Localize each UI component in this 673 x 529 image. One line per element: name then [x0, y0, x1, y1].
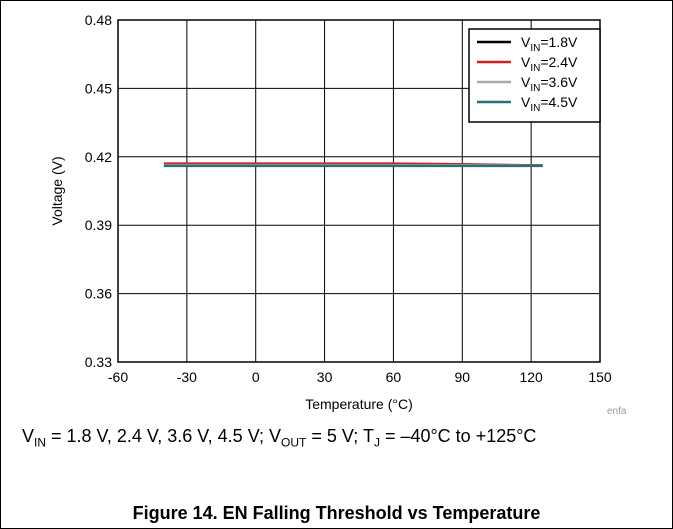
figure-caption: Figure 14. EN Falling Threshold vs Tempe… [132, 503, 541, 523]
x-tick-label: 30 [317, 369, 333, 385]
series-layer [163, 162, 543, 168]
legend-label-4: VIN=4.5V [521, 94, 578, 114]
x-tick-label: 120 [519, 369, 543, 385]
y-tick-label: 0.42 [85, 149, 112, 165]
vout-symbol: V [269, 426, 282, 446]
tj-subscript: J [373, 435, 380, 450]
vout-value: = 5 V; [306, 426, 363, 446]
x-tick-label: -30 [177, 369, 197, 385]
tj-symbol: T [362, 426, 374, 446]
legend-box [468, 28, 601, 123]
vin-symbol: V [22, 426, 35, 446]
legend-label-2: VIN=2.4V [521, 54, 578, 74]
figure-code: enfa [607, 406, 627, 417]
y-tick-label: 0.36 [85, 286, 112, 302]
vin-subscript: IN [34, 435, 47, 450]
y-tick-labels: 0.33 0.36 0.39 0.42 0.45 0.48 [85, 12, 112, 370]
legend-label-1: VIN=1.8V [521, 34, 578, 54]
tj-value: = –40°C to +125°C [379, 426, 537, 446]
vout-subscript: OUT [281, 435, 307, 450]
legend-label-3: VIN=3.6V [521, 74, 578, 94]
x-tick-label: 60 [386, 369, 402, 385]
y-tick-label: 0.33 [85, 354, 112, 370]
x-tick-label: 150 [588, 369, 612, 385]
y-tick-label: 0.48 [85, 12, 112, 28]
chart: -60 -30 0 30 60 90 120 150 0.33 0.36 0.39 0.42 0.45… [49, 12, 627, 417]
vin-values: = 1.8 V, 2.4 V, 3.6 V, 4.5 V; [46, 426, 270, 446]
test-conditions: VIN = 1.8 V, 2.4 V, 3.6 V, 4.5 V; VOUT =… [22, 426, 536, 450]
y-tick-label: 0.45 [85, 80, 112, 96]
y-tick-label: 0.39 [85, 217, 112, 233]
plot-area-border [117, 19, 601, 363]
y-axis-title: Voltage (V) [49, 156, 65, 225]
x-tick-label: 0 [252, 369, 260, 385]
x-tick-label: -60 [108, 369, 128, 385]
x-axis-title: Temperature (°C) [305, 396, 413, 412]
x-tick-label: 90 [454, 369, 470, 385]
x-tick-labels: -60 -30 0 30 60 90 120 150 [108, 369, 612, 385]
